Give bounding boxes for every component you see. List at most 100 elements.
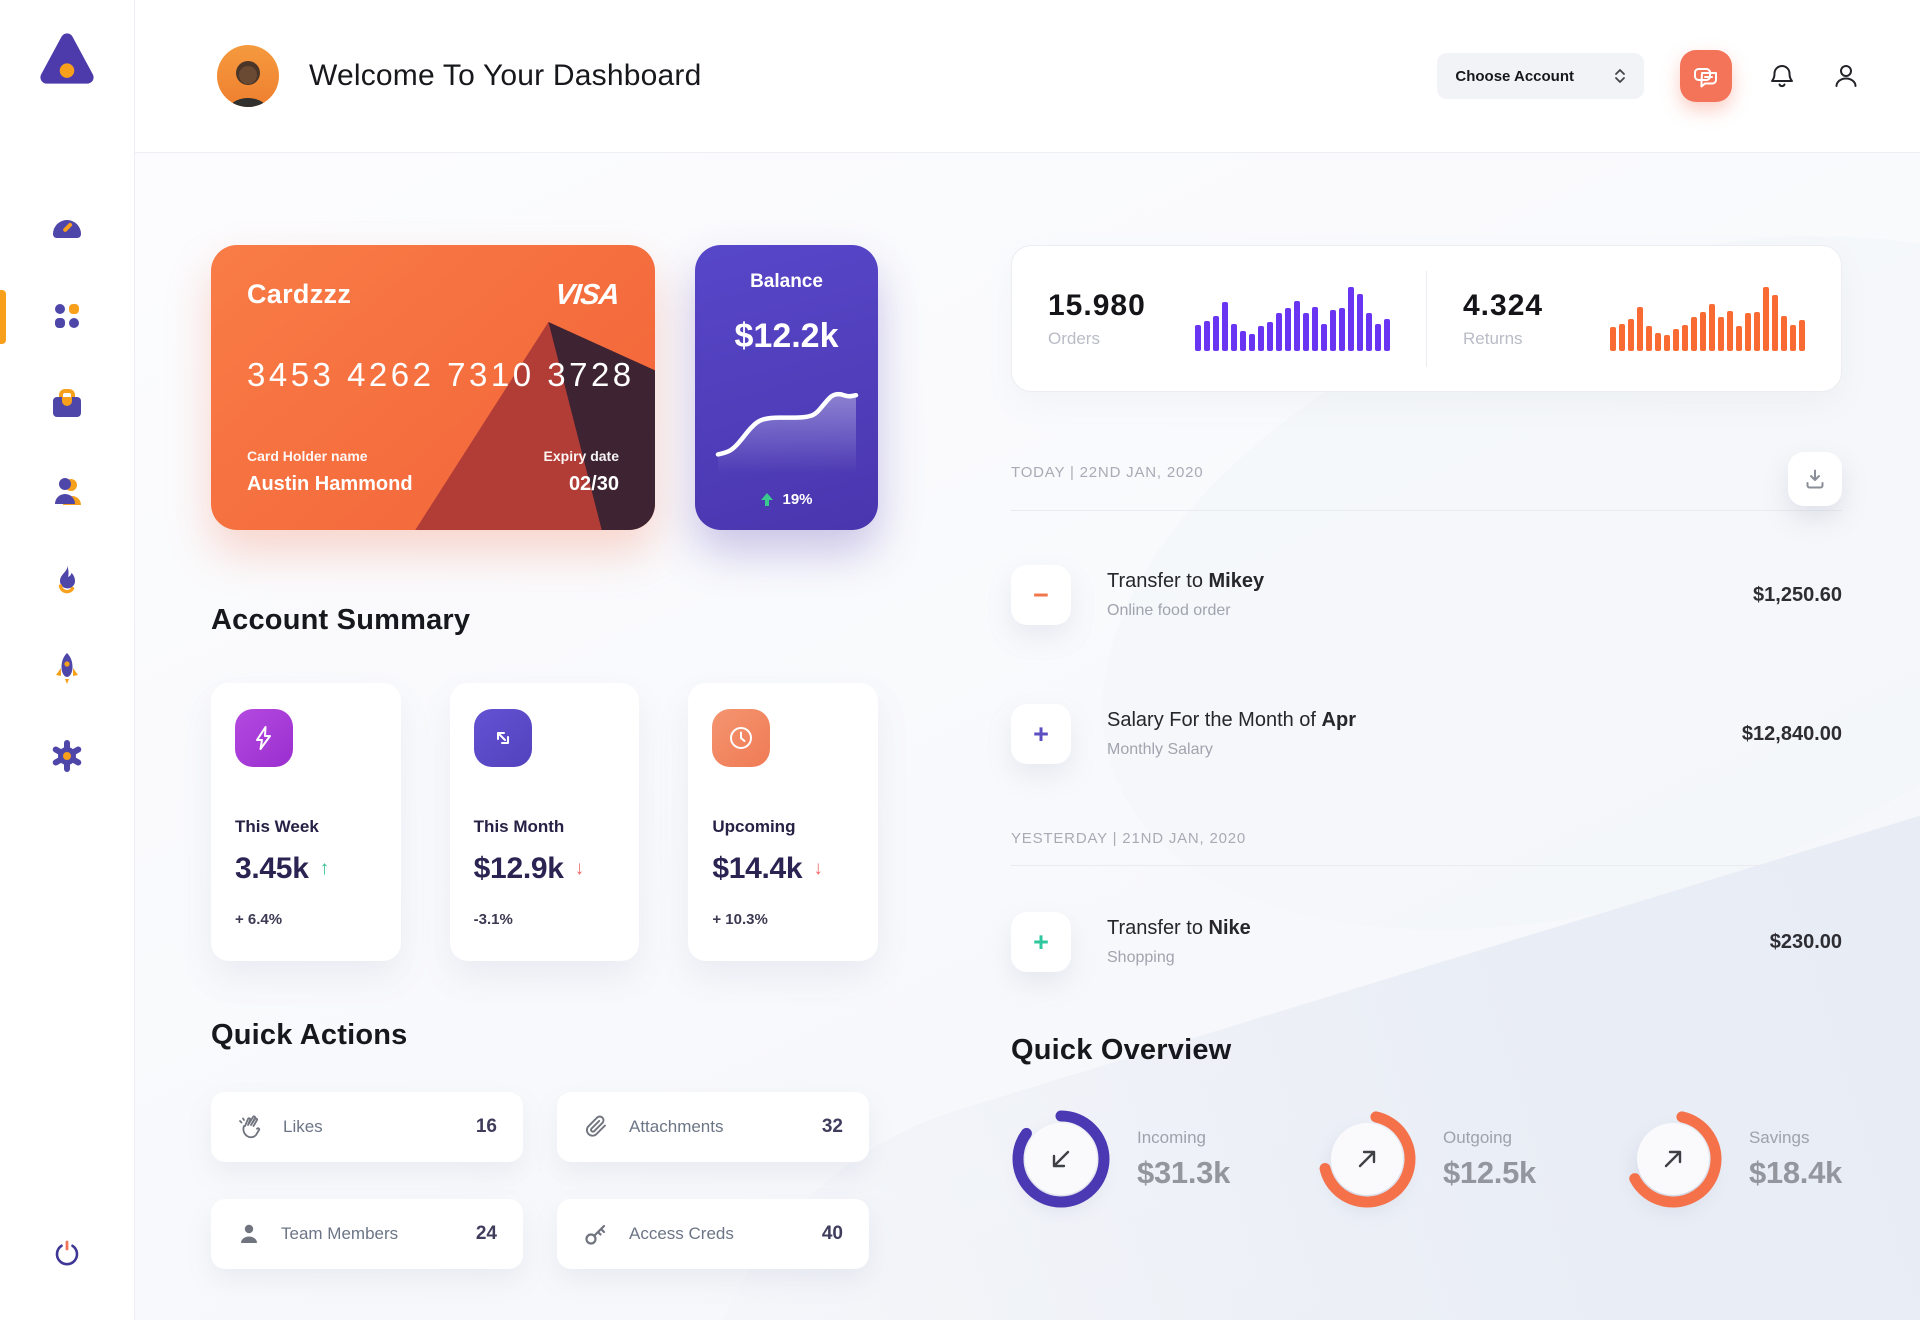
card-name: Cardzzz <box>247 279 352 309</box>
transactions-group-header: YESTERDAY | 21ND JAN, 2020 <box>1011 830 1842 847</box>
user-icon <box>1835 65 1857 87</box>
transaction-subtitle: Monthly Salary <box>1107 741 1213 758</box>
summary-percent: -3.1% <box>473 911 513 928</box>
balance-change-value: 19% <box>782 491 813 508</box>
summary-value: $14.4k <box>712 852 803 885</box>
gear-icon <box>52 740 82 772</box>
quick-overview-title: Quick Overview <box>1011 1034 1232 1066</box>
plus-icon: + <box>1011 704 1071 764</box>
sidebar-item-apps[interactable] <box>48 297 86 335</box>
users-icon <box>55 478 81 505</box>
sidebar-item-dashboard[interactable] <box>48 209 86 247</box>
transaction-title: Salary For the Month of Apr <box>1107 709 1356 731</box>
active-nav-indicator <box>0 290 6 344</box>
orders-value: 15.980 <box>1048 288 1146 322</box>
lightning-icon-badge <box>235 709 293 767</box>
divider <box>1426 270 1427 367</box>
trend-arrow-icon <box>813 858 823 880</box>
orders-bar-chart <box>1195 286 1390 351</box>
download-button[interactable] <box>1788 452 1842 506</box>
sidebar-nav <box>48 209 86 775</box>
logout-button[interactable] <box>48 1235 86 1273</box>
date-label: YESTERDAY | 21ND JAN, 2020 <box>1011 830 1247 847</box>
key-icon <box>585 1224 606 1245</box>
sidebar-item-launch[interactable] <box>48 649 86 687</box>
summary-card-upcoming[interactable]: Upcoming $14.4k + 10.3% <box>688 683 879 961</box>
summary-card-this-week[interactable]: This Week 3.45k + 6.4% <box>211 683 401 961</box>
clock-icon-badge <box>712 709 771 767</box>
outgoing-donut-ring <box>1317 1109 1417 1209</box>
sidebar-item-settings[interactable] <box>48 737 86 775</box>
page-title: Welcome To Your Dashboard <box>309 59 702 92</box>
select-chevrons-icon <box>1615 69 1625 83</box>
quick-action-count: 32 <box>821 1116 843 1137</box>
incoming-donut-ring <box>1011 1109 1111 1209</box>
user-avatar[interactable] <box>217 45 279 107</box>
transaction-amount: $12,840.00 <box>1741 722 1842 745</box>
balance-card: Balance $12.2k <box>695 245 878 530</box>
overview-savings: Savings $18.4k <box>1623 1109 1842 1209</box>
date-label: TODAY | 22ND JAN, 2020 <box>1011 463 1204 481</box>
quick-action-count: 40 <box>821 1223 843 1244</box>
transaction-row[interactable]: − Transfer to Mikey Online food order $1… <box>1011 565 1842 625</box>
card-holder-name: Austin Hammond <box>247 473 413 495</box>
download-icon <box>1806 469 1824 489</box>
quick-action-label: Access Creds <box>629 1224 734 1243</box>
overview-outgoing: Outgoing $12.5k <box>1317 1109 1536 1209</box>
quick-action-access-creds[interactable]: Access Creds 40 <box>557 1199 869 1269</box>
quick-action-team-members[interactable]: Team Members 24 <box>211 1199 523 1269</box>
quick-action-likes[interactable]: Likes 16 <box>211 1092 523 1162</box>
flame-icon <box>58 565 75 594</box>
power-icon <box>55 1240 79 1266</box>
account-dropdown[interactable]: Choose Account <box>1437 53 1644 99</box>
transaction-title: Transfer to Nike <box>1107 917 1251 939</box>
app-logo[interactable] <box>36 30 98 88</box>
account-summary-cards: This Week 3.45k + 6.4% <box>211 683 879 961</box>
summary-card-this-month[interactable]: This Month $12.9k -3.1% <box>449 683 640 961</box>
clock-icon <box>730 727 753 749</box>
paperclip-icon <box>585 1115 606 1137</box>
orders-stat: 15.980 Orders <box>1012 286 1426 351</box>
transaction-amount: $230.00 <box>1769 930 1842 953</box>
arrow-up-icon <box>761 493 774 506</box>
summary-label: This Week <box>235 817 319 836</box>
bell-icon <box>1771 65 1793 88</box>
summary-value: 3.45k <box>235 852 309 885</box>
overview-label: Outgoing <box>1442 1127 1512 1147</box>
balance-title: Balance <box>750 271 823 292</box>
notifications-button[interactable] <box>1768 62 1796 90</box>
left-column: Cardzzz VISA 3453 4262 7310 3728 Card Ho… <box>211 245 879 1320</box>
header: Welcome To Your Dashboard Choose Account <box>135 0 1920 153</box>
sidebar-item-portfolio[interactable] <box>48 385 86 423</box>
plus-icon: + <box>1011 912 1071 972</box>
savings-donut-ring <box>1623 1109 1723 1209</box>
visa-logo: VISA <box>553 279 621 311</box>
credit-card: Cardzzz VISA 3453 4262 7310 3728 Card Ho… <box>211 245 655 530</box>
transfer-arrows-icon <box>496 732 509 744</box>
profile-button[interactable] <box>1832 62 1860 90</box>
transaction-subtitle: Online food order <box>1107 602 1231 619</box>
transfer-arrows-icon-badge <box>473 709 532 767</box>
overview-value: $18.4k <box>1748 1154 1842 1190</box>
minus-icon: − <box>1011 565 1071 625</box>
quick-actions-title: Quick Actions <box>211 1019 408 1051</box>
sidebar-item-team[interactable] <box>48 473 86 511</box>
sidebar-item-activity[interactable] <box>48 561 86 599</box>
content: Cardzzz VISA 3453 4262 7310 3728 Card Ho… <box>135 153 1920 1320</box>
grid-dots-icon <box>55 304 79 328</box>
transaction-row[interactable]: + Salary For the Month of Apr Monthly Sa… <box>1011 704 1842 764</box>
quick-action-count: 24 <box>475 1223 497 1244</box>
balance-sparkline <box>715 391 858 474</box>
quick-action-label: Attachments <box>629 1117 724 1136</box>
briefcase-icon <box>53 389 81 417</box>
summary-percent: + 6.4% <box>235 911 283 928</box>
quick-action-attachments[interactable]: Attachments 32 <box>557 1092 869 1162</box>
orders-label: Orders <box>1048 328 1100 348</box>
account-dropdown-label: Choose Account <box>1455 67 1574 85</box>
transaction-row[interactable]: + Transfer to Nike Shopping $230.00 <box>1011 912 1842 972</box>
messages-button[interactable] <box>1680 50 1732 102</box>
account-summary-title: Account Summary <box>211 604 471 636</box>
trend-arrow-icon <box>575 858 585 880</box>
quick-actions-grid: Likes 16 Attachments 32 <box>211 1092 878 1269</box>
